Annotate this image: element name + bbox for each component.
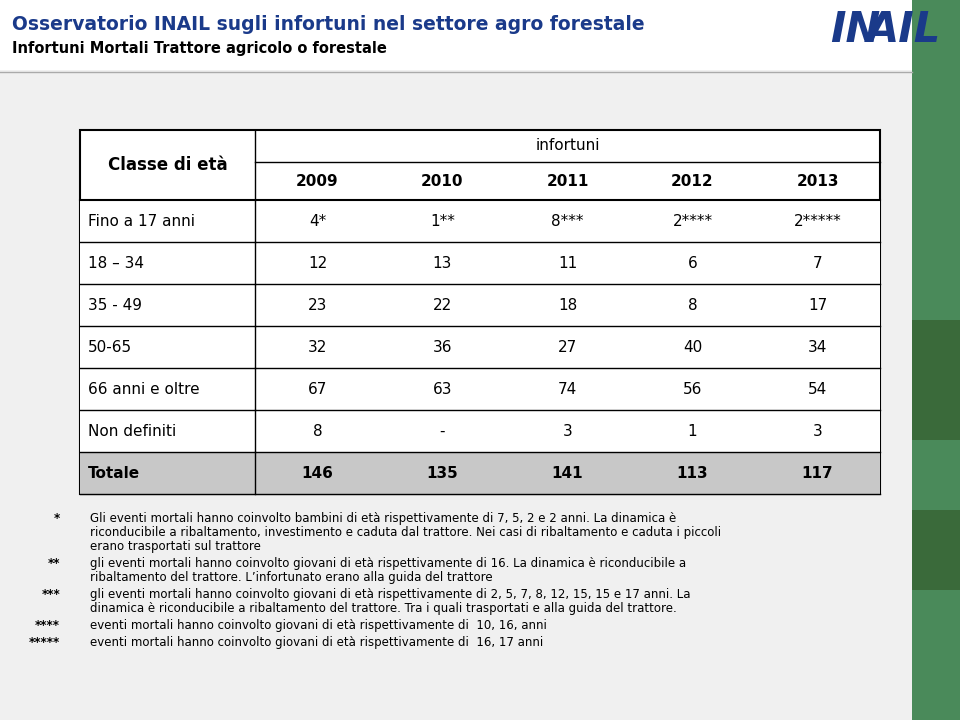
Text: Totale: Totale [88,466,140,480]
Text: 2010: 2010 [421,174,464,189]
Text: 13: 13 [433,256,452,271]
Text: 113: 113 [677,466,708,480]
Text: 8: 8 [313,423,323,438]
Bar [912,510,960,590]
Bar [80,130,880,494]
Bar [912,320,960,440]
Bar [80,284,880,326]
Bar [80,410,880,452]
Text: 40: 40 [683,340,702,354]
Text: 146: 146 [301,466,333,480]
Text: *: * [54,512,60,525]
Text: 18: 18 [558,297,577,312]
Text: **: ** [47,557,60,570]
Text: 27: 27 [558,340,577,354]
Text: Osservatorio INAIL sugli infortuni nel settore agro forestale: Osservatorio INAIL sugli infortuni nel s… [12,16,644,35]
Text: 6: 6 [687,256,697,271]
Text: 35 - 49: 35 - 49 [88,297,142,312]
Text: Classe di età: Classe di età [108,156,228,174]
Text: 17: 17 [808,297,828,312]
Text: 3: 3 [563,423,572,438]
Text: 11: 11 [558,256,577,271]
Text: Non definiti: Non definiti [88,423,177,438]
Text: infortuni: infortuni [536,138,600,153]
Text: 56: 56 [683,382,702,397]
Text: erano trasportati sul trattore: erano trasportati sul trattore [90,540,261,553]
Text: 2011: 2011 [546,174,588,189]
Text: 22: 22 [433,297,452,312]
Text: 2009: 2009 [297,174,339,189]
Bar [80,242,880,284]
Bar [80,368,880,410]
Text: 8***: 8*** [551,214,584,228]
Text: 1**: 1** [430,214,455,228]
Text: 74: 74 [558,382,577,397]
Text: 18 – 34: 18 – 34 [88,256,144,271]
Text: riconducibile a ribaltamento, investimento e caduta dal trattore. Nei casi di ri: riconducibile a ribaltamento, investimen… [90,526,721,539]
Text: 135: 135 [426,466,458,480]
Text: 3: 3 [812,423,823,438]
Text: 2013: 2013 [796,174,839,189]
Text: 32: 32 [308,340,327,354]
Text: 23: 23 [308,297,327,312]
Text: AIL: AIL [867,9,941,51]
Text: 2****: 2**** [672,214,712,228]
Bar [80,452,880,494]
Text: Infortuni Mortali Trattore agricolo o forestale: Infortuni Mortali Trattore agricolo o fo… [12,40,387,55]
Text: 66 anni e oltre: 66 anni e oltre [88,382,200,397]
Text: gli eventi mortali hanno coinvolto giovani di età rispettivamente di 2, 5, 7, 8,: gli eventi mortali hanno coinvolto giova… [90,588,690,601]
Text: -: - [440,423,445,438]
Text: dinamica è riconducibile a ribaltamento del trattore. Tra i quali trasportati e : dinamica è riconducibile a ribaltamento … [90,602,677,615]
Text: Fino a 17 anni: Fino a 17 anni [88,214,195,228]
Text: 7: 7 [813,256,823,271]
Text: 36: 36 [433,340,452,354]
Text: IN: IN [830,9,880,51]
Text: 117: 117 [802,466,833,480]
Text: 34: 34 [807,340,828,354]
Text: ribaltamento del trattore. L’infortunato erano alla guida del trattore: ribaltamento del trattore. L’infortunato… [90,571,492,584]
Bar [912,0,960,720]
Text: 12: 12 [308,256,327,271]
Text: 141: 141 [552,466,584,480]
Bar [0,0,912,70]
Text: 63: 63 [433,382,452,397]
Bar [80,326,880,368]
Text: eventi mortali hanno coinvolto giovani di età rispettivamente di  16, 17 anni: eventi mortali hanno coinvolto giovani d… [90,636,543,649]
Text: 2012: 2012 [671,174,714,189]
Text: 8: 8 [687,297,697,312]
Text: ***: *** [41,588,60,601]
Text: 2*****: 2***** [794,214,841,228]
Text: 54: 54 [808,382,828,397]
Text: 1: 1 [687,423,697,438]
Text: 67: 67 [308,382,327,397]
Bar [80,200,880,242]
Text: gli eventi mortali hanno coinvolto giovani di età rispettivamente di 16. La dina: gli eventi mortali hanno coinvolto giova… [90,557,686,570]
Text: 4*: 4* [309,214,326,228]
Text: eventi mortali hanno coinvolto giovani di età rispettivamente di  10, 16, anni: eventi mortali hanno coinvolto giovani d… [90,619,547,632]
Text: *****: ***** [29,636,60,649]
Text: ****: **** [35,619,60,632]
Text: 50-65: 50-65 [88,340,132,354]
Text: Gli eventi mortali hanno coinvolto bambini di età rispettivamente di 7, 5, 2 e 2: Gli eventi mortali hanno coinvolto bambi… [90,512,676,525]
